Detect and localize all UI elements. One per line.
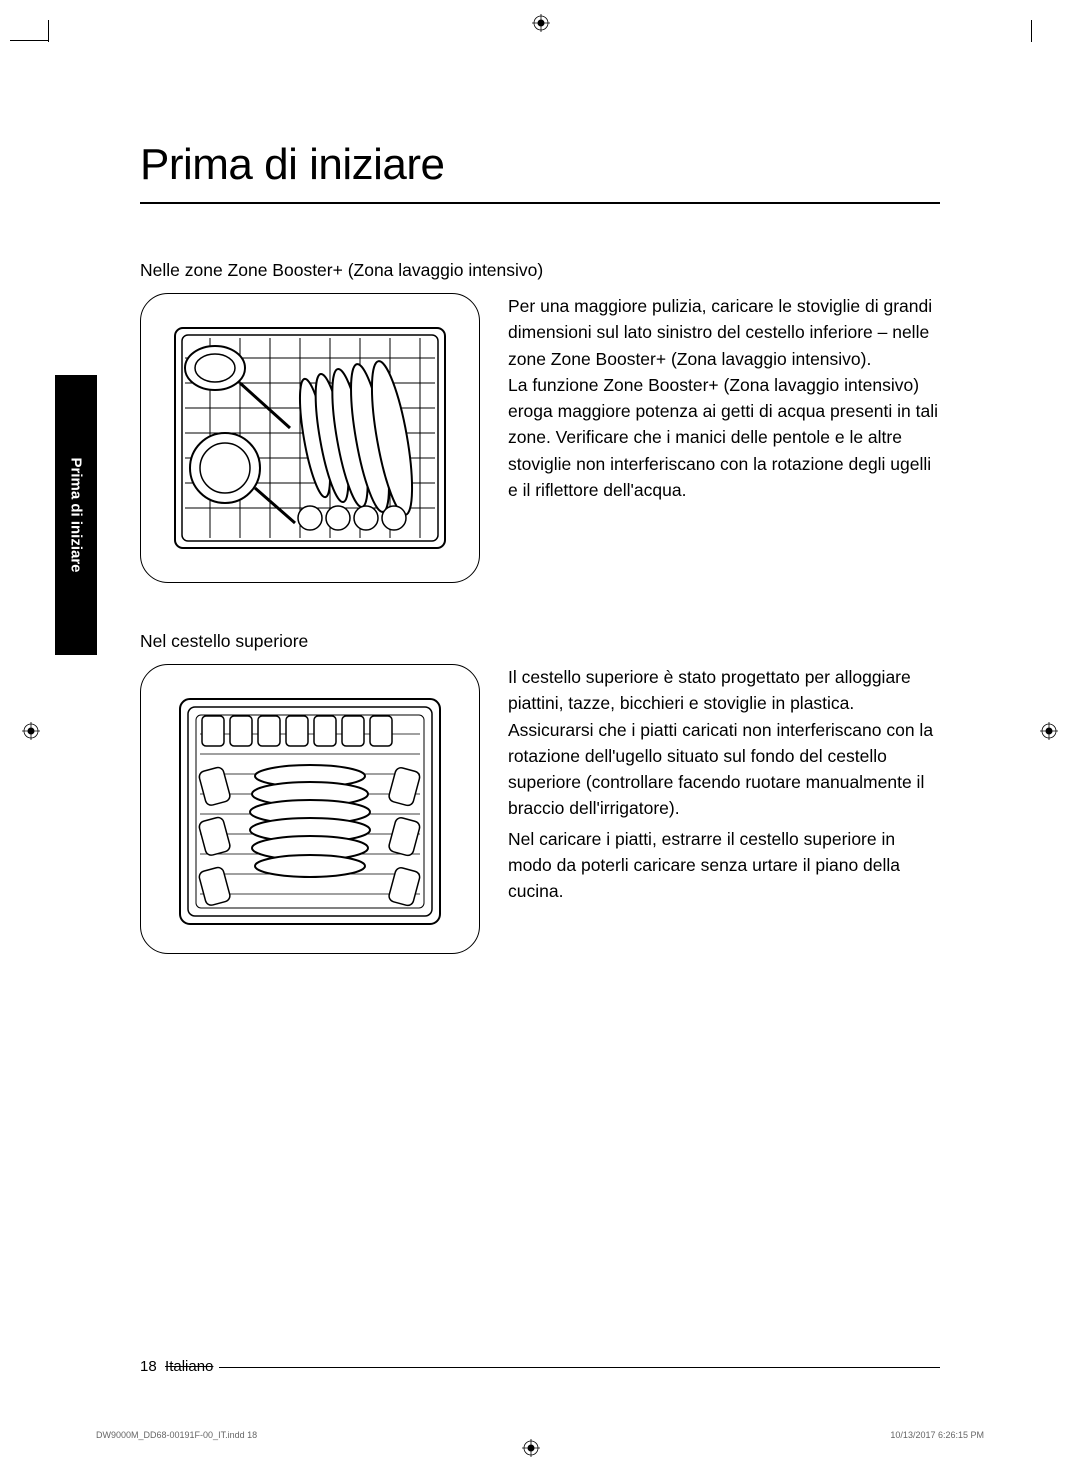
footer-language: Italiano: [165, 1358, 213, 1375]
footer-text: 18 Italiano: [140, 1358, 219, 1375]
page-title: Prima di iniziare: [140, 140, 940, 190]
title-divider: [140, 202, 940, 204]
footer-divider: [140, 1367, 940, 1368]
registration-mark-icon: [1040, 722, 1058, 745]
registration-mark-icon: [522, 1439, 540, 1462]
section-1-heading: Nelle zone Zone Booster+ (Zona lavaggio …: [140, 260, 940, 281]
page-number: 18: [140, 1358, 157, 1375]
print-meta-left: DW9000M_DD68-00191F-00_IT.indd 18: [96, 1430, 257, 1440]
crop-mark: [1031, 20, 1032, 42]
registration-mark-icon: [532, 14, 550, 37]
crop-mark: [10, 40, 48, 41]
section-1-body: Per una maggiore pulizia, caricare le st…: [508, 293, 940, 583]
section-1: Per una maggiore pulizia, caricare le st…: [140, 293, 940, 583]
side-tab: Prima di iniziare: [55, 375, 97, 655]
upper-rack-illustration: [140, 664, 480, 954]
side-tab-label: Prima di iniziare: [68, 457, 85, 572]
section-2-body: Il cestello superiore è stato progettato…: [508, 664, 940, 954]
registration-mark-icon: [22, 722, 40, 745]
print-meta-right: 10/13/2017 6:26:15 PM: [890, 1430, 984, 1440]
crop-mark: [48, 20, 49, 42]
section-2-heading: Nel cestello superiore: [140, 631, 940, 652]
page-footer: 18 Italiano: [140, 1367, 940, 1386]
page-content: Prima di iniziare Nelle zone Zone Booste…: [140, 50, 940, 1386]
lower-rack-illustration: [140, 293, 480, 583]
section-2: Il cestello superiore è stato progettato…: [140, 664, 940, 954]
section-2-body-p1: Il cestello superiore è stato progettato…: [508, 664, 940, 822]
section-2-body-p2: Nel caricare i piatti, estrarre il ceste…: [508, 826, 940, 905]
